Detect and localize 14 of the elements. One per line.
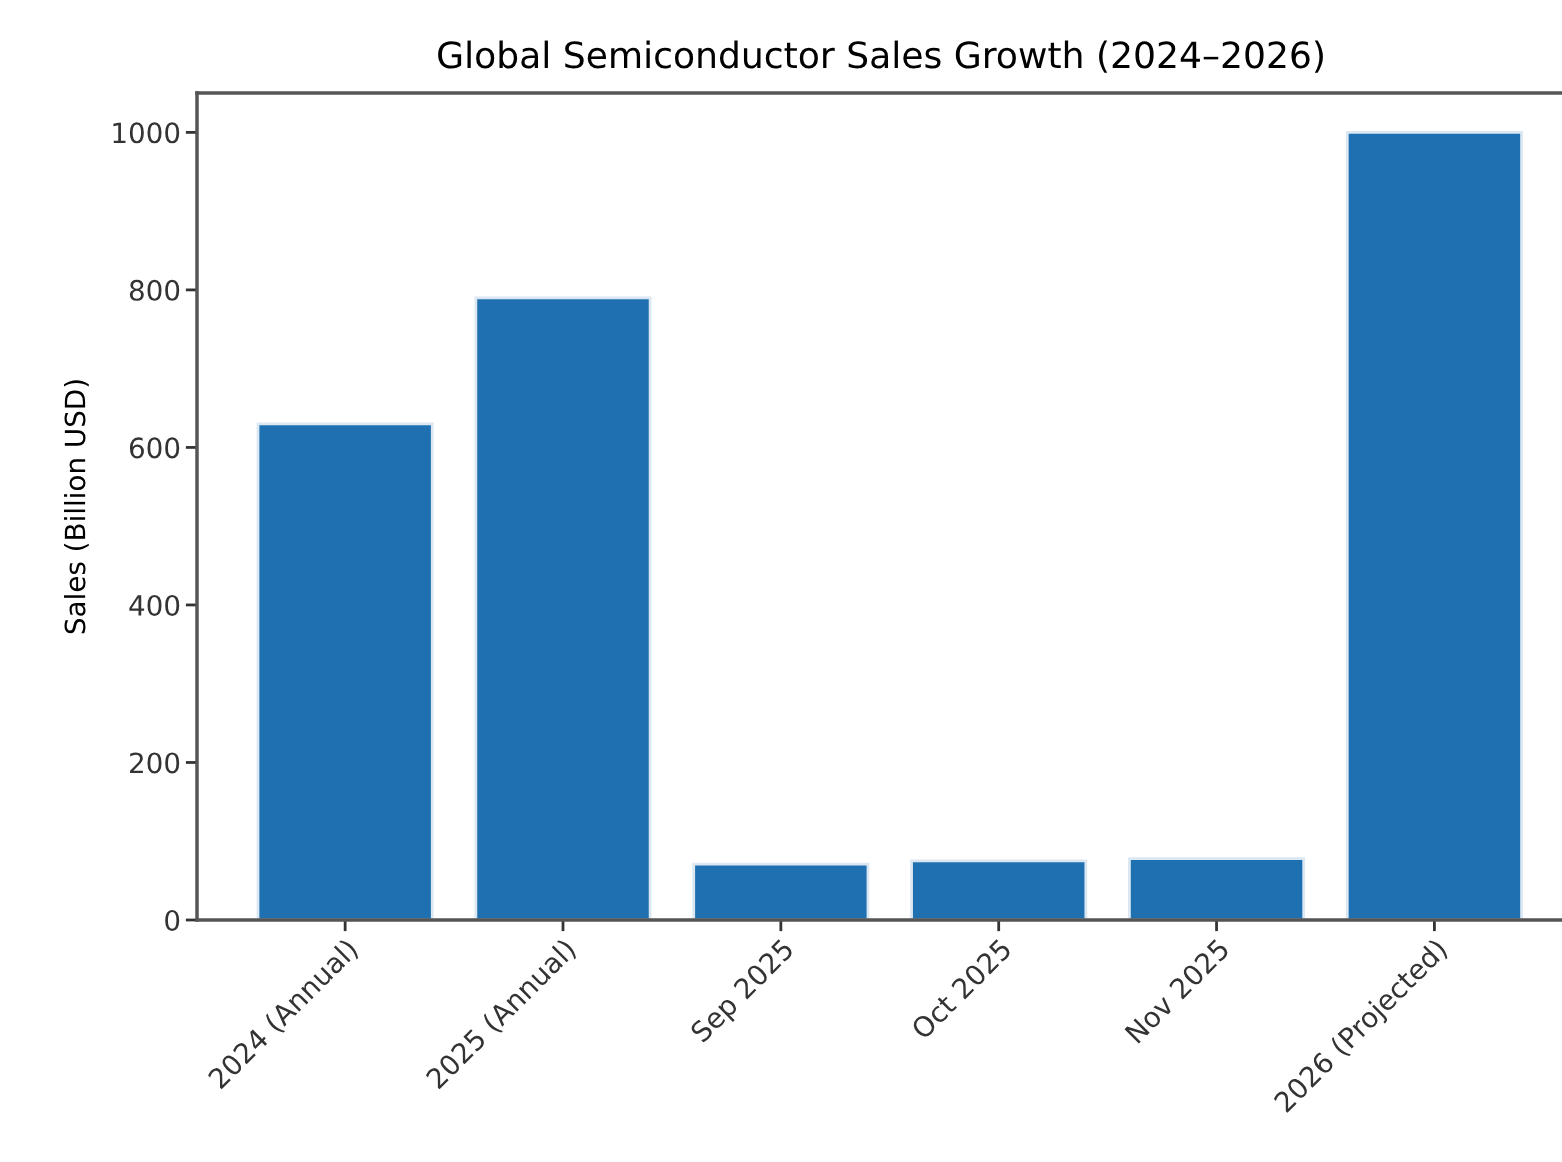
- y-tick-label: 200: [130, 752, 180, 774]
- y-axis-title: Sales (Billion USD): [64, 380, 89, 634]
- bar: [910, 859, 1088, 920]
- bar: [692, 862, 870, 920]
- y-tick-label: 0: [165, 909, 180, 931]
- bar: [256, 422, 434, 920]
- y-tick-label: 400: [129, 594, 180, 616]
- y-tick-label: 1000: [113, 122, 180, 144]
- bar: [1345, 130, 1523, 920]
- y-tick-label: 600: [129, 437, 180, 459]
- bar: [474, 296, 652, 920]
- chart-title: Global Semiconductor Sales Growth (2024–2026): [438, 40, 1323, 73]
- bar: [1128, 857, 1306, 920]
- y-tick-label: 800: [129, 279, 180, 301]
